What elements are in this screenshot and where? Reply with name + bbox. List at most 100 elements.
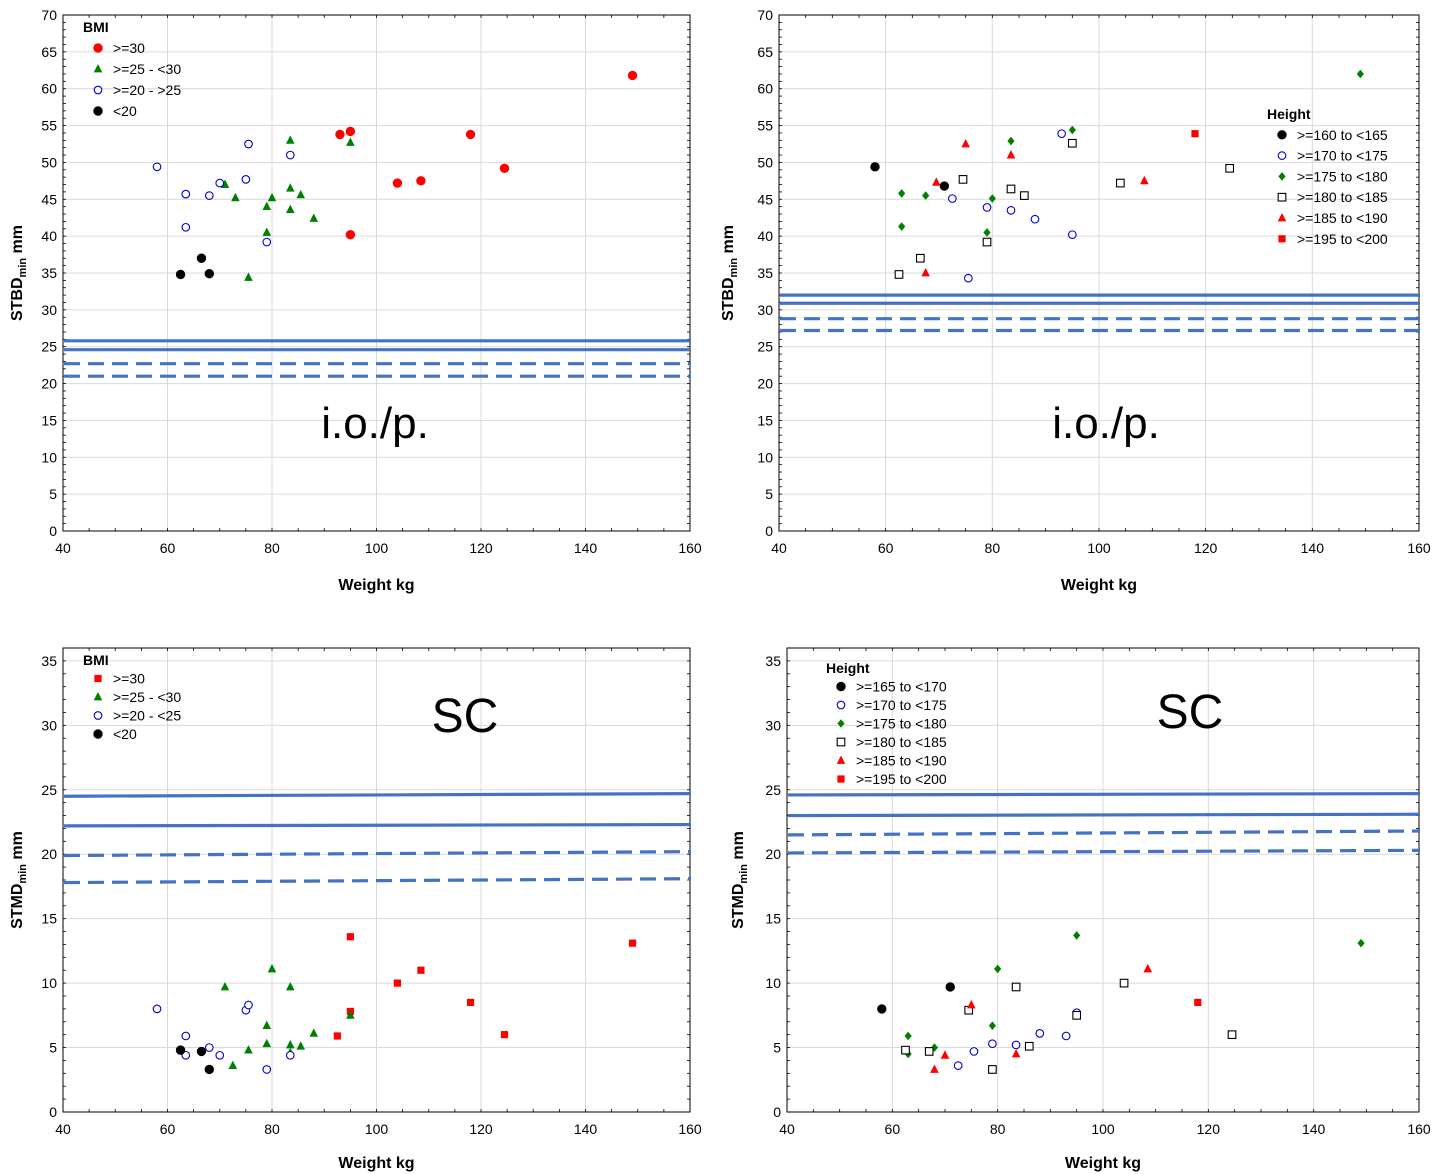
- data-point: [1068, 125, 1076, 135]
- data-point: [181, 222, 191, 232]
- data-point: [898, 189, 906, 198]
- data-point: [1115, 178, 1125, 188]
- legend-marker: [93, 43, 103, 53]
- y-tick-label: 25: [765, 782, 781, 798]
- x-axis-label: Weight kg: [338, 1155, 414, 1172]
- legend-label: >=180 to <185: [856, 734, 947, 750]
- data-point: [333, 1032, 341, 1040]
- legend: Height >=165 to <170 >=170 to <175 >=175 to…: [826, 660, 947, 787]
- data-point: [1357, 938, 1365, 948]
- y-tick-label: 55: [41, 118, 57, 134]
- legend-title: BMI: [83, 19, 109, 35]
- y-tick-label: 0: [49, 1104, 57, 1120]
- legend: BMI>=30 >=25 - <30 >=20 - <25 <20: [83, 652, 181, 742]
- data-point: [1057, 129, 1067, 139]
- legend-label: >=195 to <200: [1297, 231, 1388, 247]
- y-tick-label: 5: [773, 1040, 781, 1056]
- panel-annotation: i.o./p.: [1052, 399, 1160, 448]
- y-tick-label: 40: [757, 228, 773, 244]
- data-point: [220, 981, 230, 991]
- data-point: [181, 189, 191, 199]
- panel-annotation: SC: [432, 690, 499, 743]
- data-point: [244, 139, 253, 149]
- legend-marker: [1278, 235, 1286, 243]
- y-tick-label: 10: [765, 975, 781, 991]
- y-tick-label: 60: [41, 81, 57, 97]
- data-point: [285, 135, 295, 144]
- y-tick-label: 55: [757, 118, 773, 134]
- data-point: [346, 137, 355, 146]
- x-tick-label: 160: [678, 540, 702, 556]
- y-tick-label: 0: [765, 523, 773, 539]
- chart-panel-1: 40 60 80 100 120 140 160 0 5 10 15 20 25 30 35 40 45 50 55…: [9, 7, 702, 594]
- x-tick-label: 120: [469, 540, 493, 556]
- legend-label: >=25 - <30: [113, 689, 181, 705]
- data-point: [335, 129, 345, 140]
- x-tick-label: 80: [990, 1121, 1006, 1137]
- y-tick-label: 25: [41, 782, 57, 798]
- y-tick-label: 25: [757, 339, 773, 355]
- x-tick-label: 40: [55, 540, 71, 556]
- data-point: [393, 979, 401, 987]
- data-point: [1073, 931, 1081, 940]
- y-tick-label: 5: [765, 486, 773, 502]
- x-tick-label: 120: [469, 1121, 493, 1137]
- data-point: [898, 222, 906, 231]
- data-point: [244, 272, 253, 281]
- data-point: [988, 1021, 996, 1030]
- x-tick-label: 140: [1301, 540, 1325, 556]
- y-tick-label: 15: [41, 412, 57, 428]
- data-point: [901, 1045, 910, 1055]
- y-tick-label: 15: [41, 911, 57, 927]
- data-point: [262, 1038, 272, 1048]
- y-tick-label: 5: [49, 1040, 57, 1056]
- legend-marker: [836, 755, 846, 764]
- data-point: [930, 1043, 939, 1052]
- legend-marker: [836, 700, 846, 710]
- data-point: [961, 139, 970, 148]
- data-point: [465, 129, 476, 140]
- data-point: [309, 213, 319, 222]
- x-tick-label: 80: [264, 540, 280, 556]
- data-point: [922, 191, 930, 200]
- data-point: [392, 178, 403, 188]
- y-tick-label: 20: [41, 846, 57, 862]
- x-tick-label: 60: [160, 1121, 176, 1137]
- data-point: [1006, 150, 1016, 159]
- x-tick-label: 140: [1302, 1121, 1326, 1137]
- data-point: [285, 1050, 295, 1060]
- data-point: [628, 939, 637, 947]
- y-tick-label: 50: [41, 154, 57, 170]
- data-point: [262, 201, 272, 211]
- data-point: [1356, 69, 1364, 79]
- data-point: [939, 181, 950, 191]
- data-point: [1011, 982, 1021, 992]
- legend-label: >=30: [113, 671, 145, 687]
- data-point: [988, 1039, 997, 1049]
- data-point: [285, 1039, 295, 1049]
- reference-line-solid: [63, 792, 692, 798]
- y-axis-label: STMDmin mm: [730, 831, 750, 929]
- data-point: [1143, 963, 1153, 973]
- data-point: [1011, 1040, 1021, 1050]
- data-point: [1011, 1049, 1021, 1058]
- data-point: [262, 227, 272, 236]
- legend-marker: [837, 719, 845, 728]
- data-point: [346, 1010, 355, 1019]
- y-tick-label: 65: [41, 44, 57, 60]
- y-tick-label: 0: [49, 523, 57, 539]
- legend-title: Height: [826, 660, 870, 676]
- y-tick-label: 40: [41, 228, 57, 244]
- data-point: [945, 982, 955, 992]
- x-tick-label: 160: [1407, 1121, 1431, 1137]
- data-point: [285, 183, 295, 192]
- legend-marker: [837, 775, 845, 783]
- data-point: [175, 1045, 186, 1055]
- y-tick-label: 45: [757, 191, 773, 207]
- y-tick-label: 20: [41, 376, 57, 392]
- y-tick-label: 65: [757, 44, 773, 60]
- data-point: [1024, 1041, 1034, 1051]
- y-tick-label: 25: [41, 339, 57, 355]
- legend-marker: [93, 106, 103, 116]
- data-point: [1019, 191, 1029, 200]
